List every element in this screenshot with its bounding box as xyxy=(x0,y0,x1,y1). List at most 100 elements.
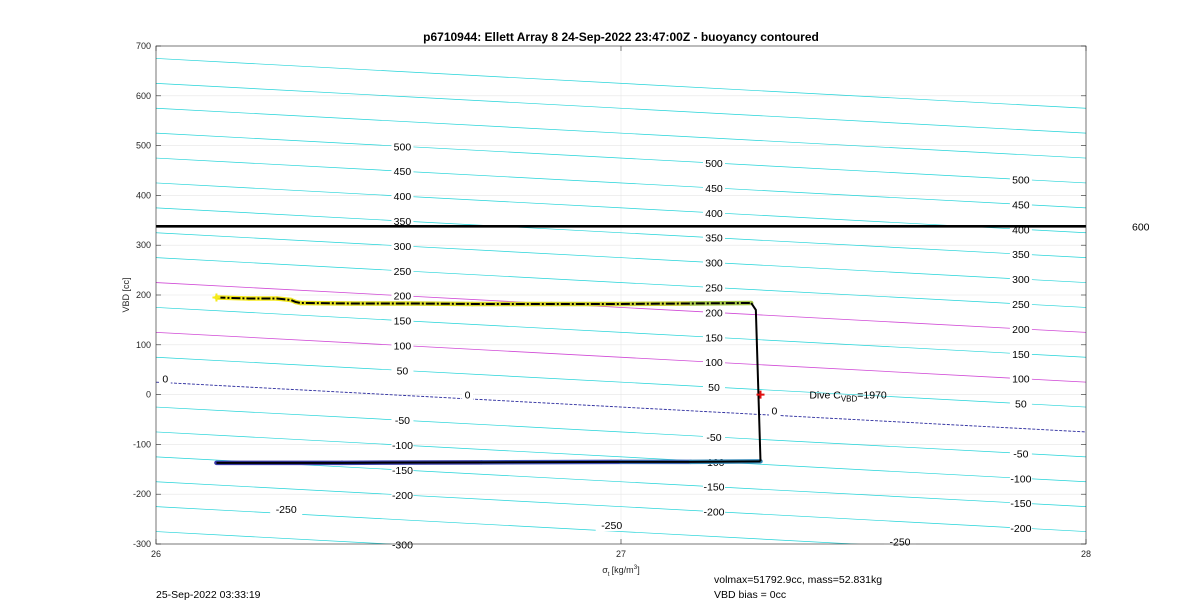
contour-label: 250 xyxy=(1012,299,1030,311)
contour-label-bg xyxy=(391,489,414,501)
contour-label-bg xyxy=(1009,398,1032,410)
chart-title: p6710944: Ellett Array 8 24-Sep-2022 23:… xyxy=(423,30,819,44)
contour-label: 150 xyxy=(394,316,412,328)
contour-label: 150 xyxy=(705,332,723,344)
x-axis-label-units-sup: 3 xyxy=(634,564,638,571)
x-axis-label-units-pre: [kg/m xyxy=(612,565,634,575)
contour-label: 200 xyxy=(1012,324,1030,336)
descent-trace-line xyxy=(750,302,762,462)
contour-label-bg xyxy=(1009,249,1032,261)
y-tick-label: 200 xyxy=(136,290,151,300)
contour-label-bg xyxy=(595,520,628,532)
contour-label-bg xyxy=(703,282,725,294)
y-tick-label: 600 xyxy=(136,91,151,101)
contour-label-bg xyxy=(703,232,725,244)
contour-label-bg xyxy=(159,373,171,385)
contour-label-bg xyxy=(391,240,414,252)
contour-label: 250 xyxy=(705,283,723,295)
contour-label: 100 xyxy=(705,357,723,369)
contour-line xyxy=(156,506,861,544)
contour-label-bg xyxy=(703,332,725,344)
contour-line xyxy=(156,182,1086,234)
contour-label: 50 xyxy=(708,382,720,394)
contour-label: 300 xyxy=(705,258,723,270)
contour-label-bg xyxy=(1009,298,1032,310)
contour-label: 400 xyxy=(394,191,412,203)
contour-label-bg xyxy=(1009,348,1032,360)
contour-label: 350 xyxy=(705,233,723,245)
contour-label: -50 xyxy=(706,432,721,444)
annotation-pre: Dive C xyxy=(809,390,841,402)
contour-line xyxy=(156,431,1086,483)
contour-label-bg xyxy=(703,431,725,443)
footer-vbd-bias: VBD bias = 0cc xyxy=(714,589,787,601)
dive-trace-line xyxy=(216,296,752,305)
contour-label-bg xyxy=(1009,199,1032,211)
contour-lines xyxy=(156,58,1086,611)
y-tick-label: -300 xyxy=(133,539,151,549)
x-tick-label: 27 xyxy=(616,549,626,559)
x-axis-label-units-post: ] xyxy=(637,565,640,575)
contour-label: 450 xyxy=(1012,199,1030,211)
contour-label-bg xyxy=(391,465,414,477)
contour-line xyxy=(156,581,1086,611)
contour-label-bg xyxy=(1009,473,1032,485)
contour-label-bg xyxy=(703,506,725,518)
contour-label-bg xyxy=(391,539,414,551)
contour-label-bg xyxy=(391,265,414,277)
contour-labels: 50045040035030025020015010050-50-100-150… xyxy=(159,141,1032,552)
contour-label: -100 xyxy=(1010,473,1031,485)
contour-label: 50 xyxy=(1015,399,1027,411)
contour-label: -200 xyxy=(392,490,413,502)
contour-label-bg xyxy=(703,257,725,269)
contour-label: 500 xyxy=(705,158,723,170)
contour-line xyxy=(156,58,1086,109)
contour-label-bg xyxy=(1009,498,1032,510)
zero-contour-line xyxy=(156,381,1086,433)
y-tick-label: -200 xyxy=(133,489,151,499)
contour-label-bg xyxy=(768,405,780,417)
contour-label: 500 xyxy=(394,141,412,153)
annotation-sub: VBD xyxy=(841,395,858,404)
contour-label-bg xyxy=(703,207,725,219)
highlight-contour-line xyxy=(156,331,1086,383)
annotation-post: =1970 xyxy=(857,390,887,402)
contour-label: 400 xyxy=(705,208,723,220)
contour-line xyxy=(156,232,1086,283)
contour-label: 300 xyxy=(394,241,412,253)
contour-label-bg xyxy=(462,389,474,401)
contour-label: 100 xyxy=(1012,374,1030,386)
dive-cvbd-annotation: Dive CVBD=1970 xyxy=(809,390,887,404)
contour-label: 450 xyxy=(394,166,412,178)
contour-label: -250 xyxy=(601,520,622,532)
contour-label-bg xyxy=(391,415,414,427)
contour-label-bg xyxy=(391,365,414,377)
x-tick-label: 26 xyxy=(151,549,161,559)
contour-label: 0 xyxy=(772,406,778,418)
contour-line xyxy=(156,556,1086,606)
contour-label: -150 xyxy=(703,482,724,494)
contour-label: 200 xyxy=(394,291,412,303)
contour-label-bg xyxy=(703,357,725,369)
contour-label: 50 xyxy=(397,365,409,377)
footer-volmax: volmax=51792.9cc, mass=52.831kg xyxy=(714,574,883,586)
contour-label-bg xyxy=(1009,174,1032,186)
contour-line xyxy=(156,107,1086,159)
contour-label-bg xyxy=(1009,323,1032,335)
contour-line xyxy=(156,406,1086,458)
contour-label-bg xyxy=(391,216,414,228)
contour-line xyxy=(156,207,1086,258)
x-axis-label-main: σ xyxy=(602,565,608,575)
contour-label: 300 xyxy=(1012,274,1030,286)
contour-label-bg xyxy=(703,481,725,493)
contour-label: 150 xyxy=(1012,349,1030,361)
contour-label-bg xyxy=(703,307,725,319)
red-plus-marker xyxy=(756,390,765,399)
y-axis-label: VBD [cc] xyxy=(121,277,131,312)
contour-line xyxy=(156,307,1086,358)
contour-label: 0 xyxy=(162,374,168,386)
contour-label: -100 xyxy=(392,440,413,452)
contour-label: 200 xyxy=(705,307,723,319)
